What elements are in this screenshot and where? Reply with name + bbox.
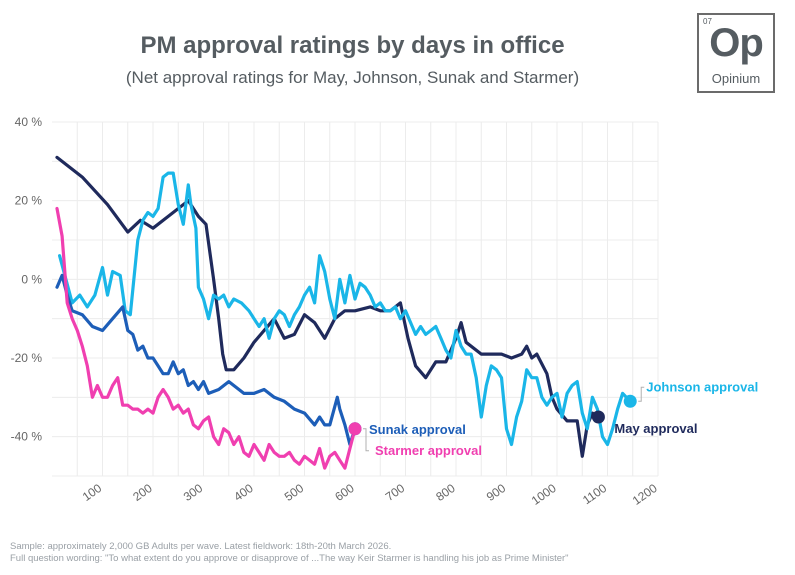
x-tick-label: 400 — [231, 481, 256, 504]
x-tick-label: 1000 — [529, 481, 559, 508]
series-labels: May approval Johnson approval Sunak approv… — [348, 379, 758, 458]
johnson-approval-leader — [638, 386, 645, 402]
y-axis-ticks: 40 % 20 % 0 % -20 % -40 % — [11, 115, 43, 444]
y-tick-label: 0 % — [21, 272, 42, 286]
chart-title: PM approval ratings by days in office — [140, 32, 565, 59]
line-chart: 40 % 20 % 0 % -20 % -40 % 100 200 300 400 500 600… — [11, 115, 759, 508]
footer-sample-note: Sample: approximately 2,000 GB Adults pe… — [10, 541, 392, 552]
chart-subtitle: (Net approval ratings for May, Johnson, … — [125, 68, 580, 87]
x-tick-label: 1200 — [630, 481, 660, 508]
x-tick-label: 700 — [383, 481, 408, 504]
johnson-approval-endpoint — [623, 394, 637, 408]
logo-number: 07 — [703, 17, 712, 26]
may-approval-line — [55, 155, 600, 458]
footer-question-wording: Full question wording: "To what extent d… — [10, 553, 569, 564]
x-tick-label: 300 — [181, 481, 206, 504]
johnson-approval-label: Johnson approval — [646, 379, 758, 394]
x-axis-ticks: 100 200 300 400 500 600 700 800 900 1000 1100 1200 — [80, 481, 660, 508]
logo-symbol: Op — [709, 21, 764, 65]
may-approval-endpoint — [591, 410, 605, 424]
sunak-approval-label: Sunak approval — [369, 422, 466, 437]
y-tick-label: 40 % — [15, 115, 43, 129]
x-tick-label: 800 — [433, 481, 458, 504]
series-lines — [55, 155, 632, 470]
x-tick-label: 600 — [332, 481, 357, 504]
y-tick-label: -40 % — [11, 430, 43, 444]
logo-name: Opinium — [711, 71, 761, 86]
x-tick-label: 900 — [484, 481, 509, 504]
opinium-logo: 07 Op Opinium — [697, 13, 775, 93]
x-tick-label: 200 — [130, 481, 155, 504]
x-tick-label: 500 — [282, 481, 307, 504]
x-tick-label: 100 — [80, 481, 105, 504]
johnson-approval-line — [58, 171, 632, 447]
y-tick-label: 20 % — [15, 194, 43, 208]
starmer-approval-leader — [363, 428, 369, 452]
may-approval-label: May approval — [614, 421, 697, 436]
starmer-approval-endpoint — [348, 422, 362, 436]
starmer-approval-label: Starmer approval — [375, 443, 482, 458]
starmer-approval-line — [55, 206, 357, 470]
y-tick-label: -20 % — [11, 351, 43, 365]
sunak-approval-line — [55, 273, 357, 447]
x-tick-label: 1100 — [580, 481, 609, 507]
